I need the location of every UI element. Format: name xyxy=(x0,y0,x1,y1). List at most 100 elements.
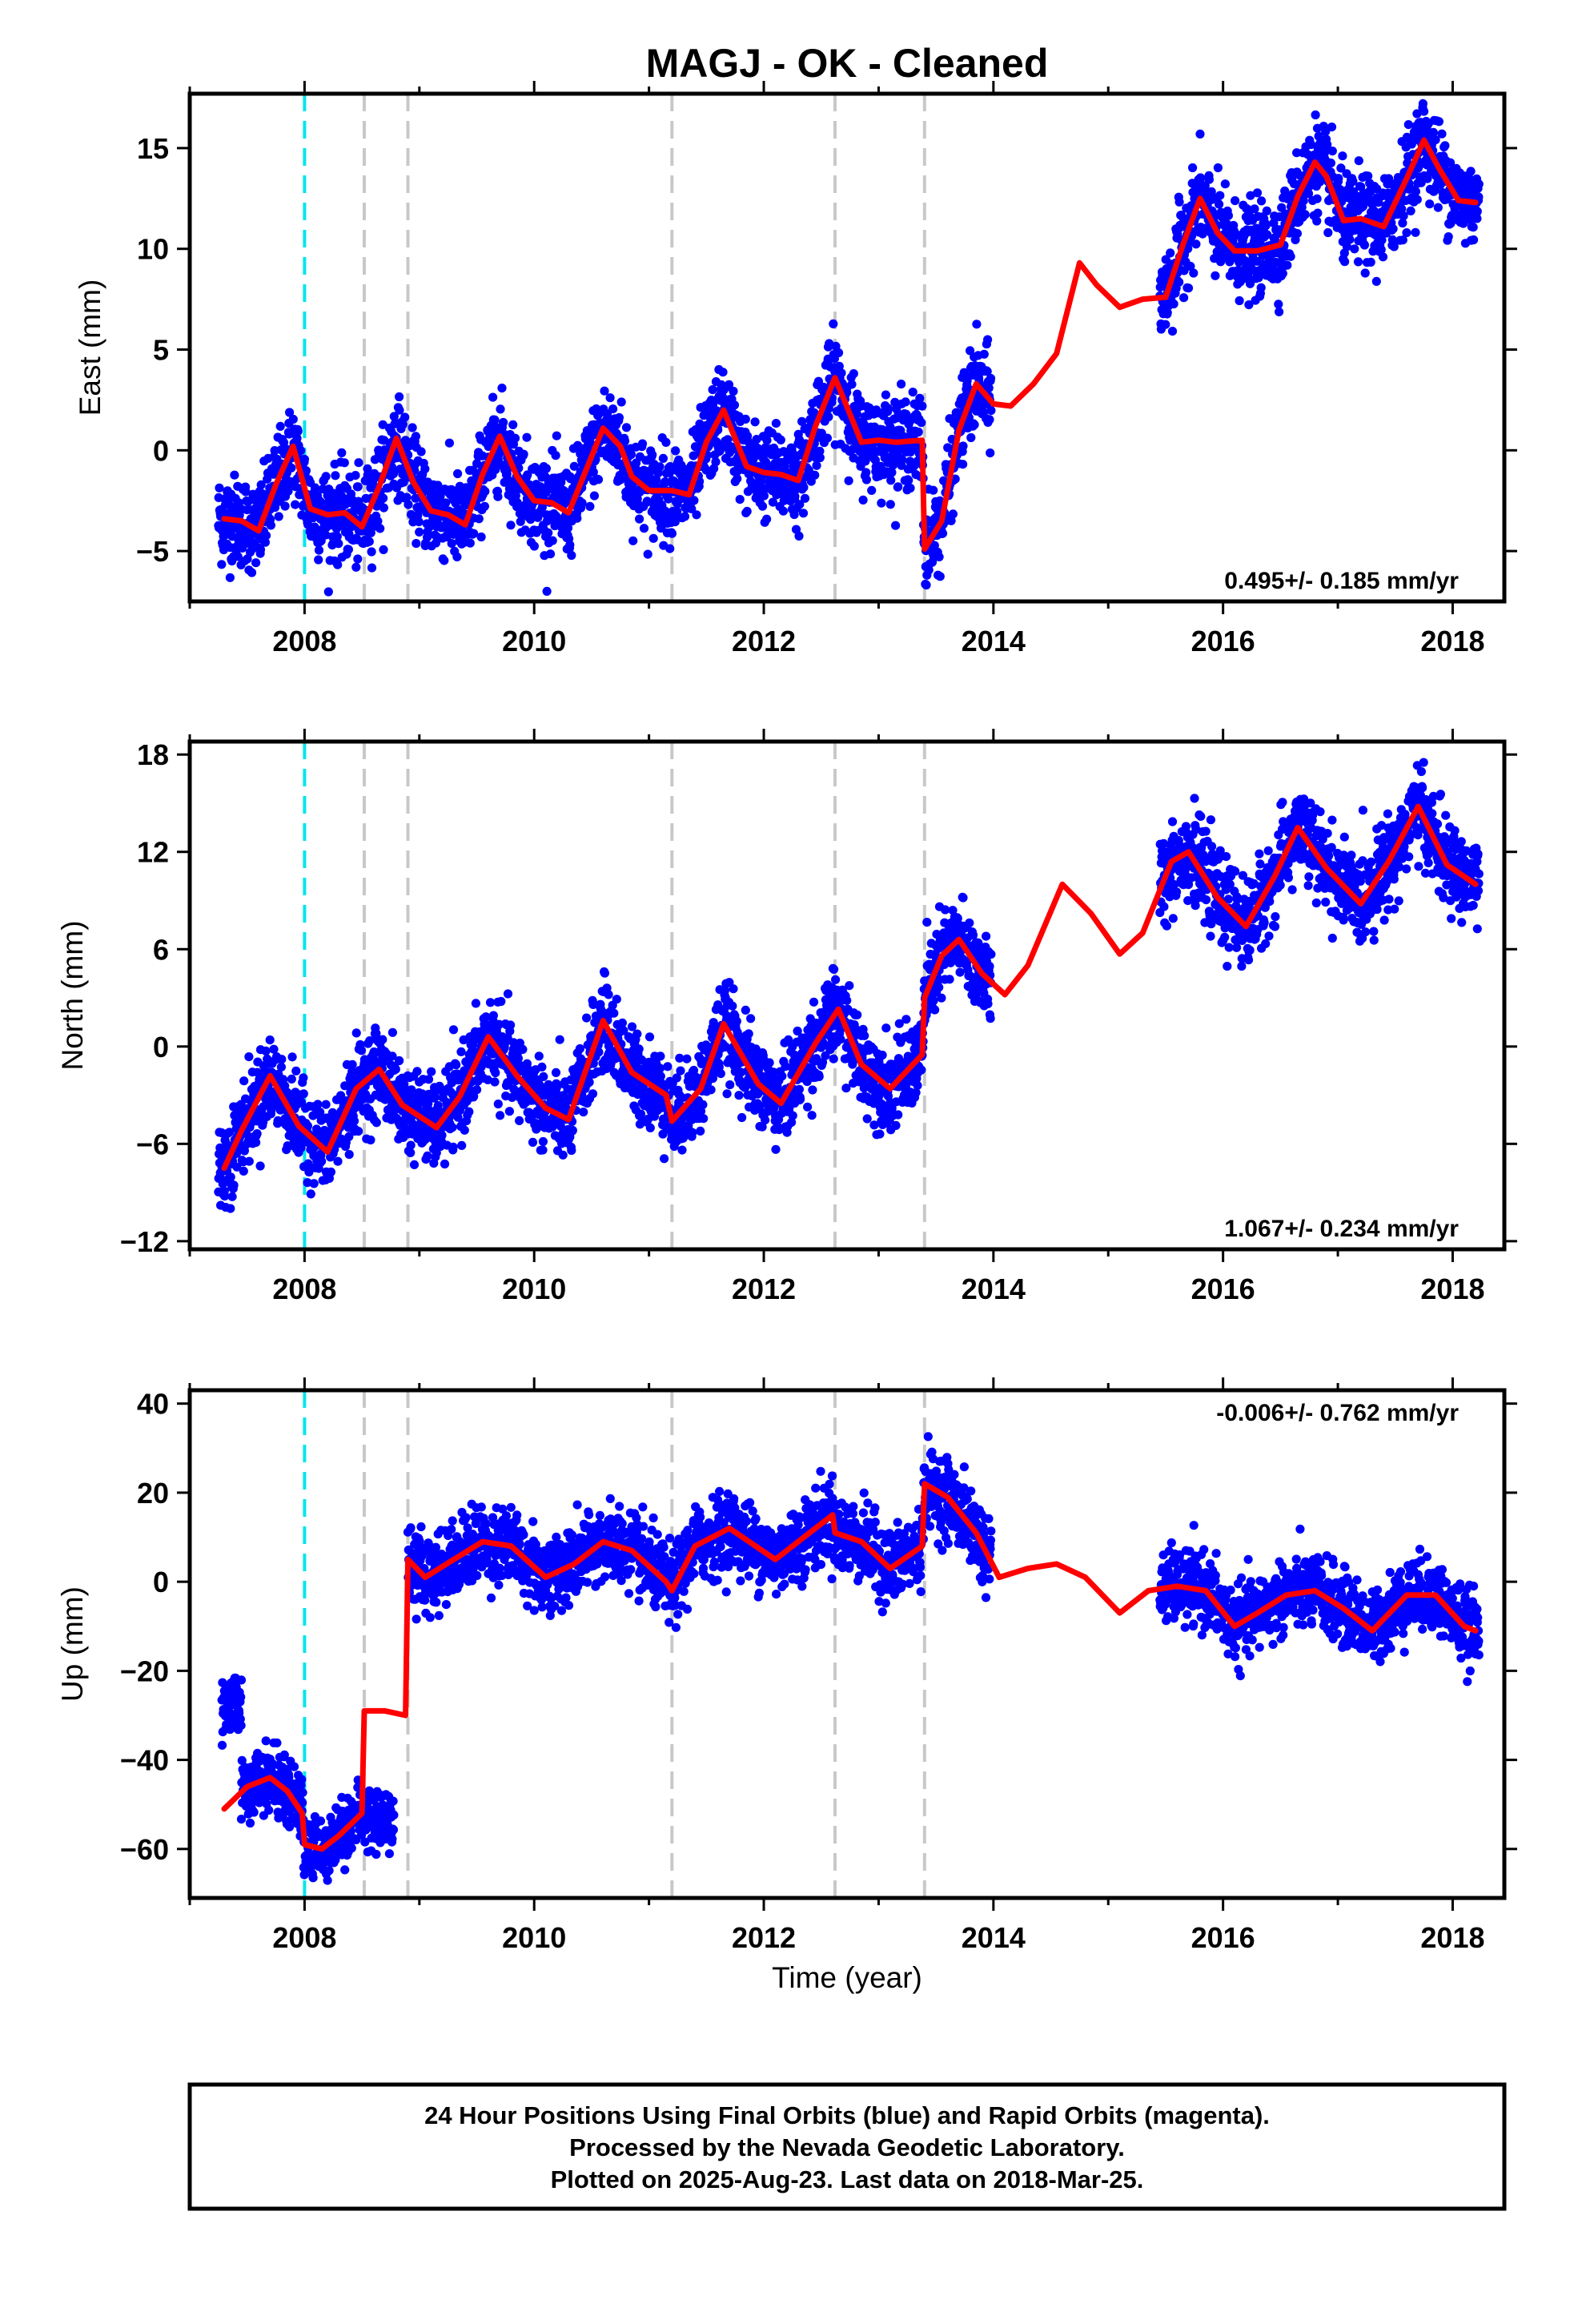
data-point xyxy=(317,1156,327,1166)
data-point xyxy=(310,483,319,493)
east-rate-label: 0.495+/- 0.185 mm/yr xyxy=(1224,568,1459,594)
data-point xyxy=(797,416,807,426)
data-point xyxy=(389,412,399,421)
data-point xyxy=(639,524,649,533)
data-point xyxy=(538,1145,548,1155)
data-point xyxy=(1440,141,1450,151)
data-point xyxy=(343,545,353,554)
data-point xyxy=(287,463,296,472)
data-point xyxy=(347,1059,357,1069)
data-point xyxy=(545,549,556,559)
data-point xyxy=(1213,163,1223,173)
data-point xyxy=(585,501,595,512)
data-point xyxy=(569,461,579,471)
data-point xyxy=(391,1064,400,1074)
data-point xyxy=(897,455,907,464)
data-point xyxy=(440,1159,450,1169)
data-point xyxy=(366,1135,375,1145)
data-point xyxy=(617,1018,628,1027)
data-point xyxy=(469,529,479,538)
data-point xyxy=(452,552,462,562)
data-point xyxy=(488,392,498,402)
data-point xyxy=(986,373,996,384)
data-point xyxy=(1195,129,1205,139)
data-point xyxy=(1235,296,1244,306)
data-point xyxy=(893,482,903,492)
data-point xyxy=(858,495,868,505)
data-point xyxy=(364,537,374,546)
data-point xyxy=(448,1025,459,1035)
x-tick-label: 2016 xyxy=(1191,625,1255,657)
data-point xyxy=(274,512,283,521)
data-point xyxy=(499,417,508,428)
y-tick-label: 5 xyxy=(153,334,169,367)
data-point xyxy=(395,392,404,402)
data-point xyxy=(1257,196,1267,206)
x-tick-label: 2014 xyxy=(962,625,1026,657)
data-point xyxy=(504,1107,515,1116)
data-point xyxy=(411,432,421,441)
data-point xyxy=(1188,163,1198,173)
data-point xyxy=(680,512,690,521)
data-point xyxy=(844,476,853,485)
data-point xyxy=(724,380,734,389)
data-point xyxy=(375,524,385,533)
data-point xyxy=(729,400,740,410)
data-point xyxy=(448,1142,458,1152)
data-point xyxy=(1437,129,1447,139)
data-point xyxy=(321,530,331,540)
data-point xyxy=(534,1051,544,1061)
data-point xyxy=(306,1189,315,1199)
data-point xyxy=(655,462,665,472)
data-point xyxy=(1340,257,1350,267)
data-point xyxy=(687,504,697,514)
data-point xyxy=(333,1156,343,1166)
data-point xyxy=(519,449,528,459)
data-point xyxy=(609,1008,619,1018)
data-point xyxy=(1189,268,1199,278)
data-point xyxy=(1215,199,1224,209)
data-point xyxy=(985,415,994,424)
data-point xyxy=(1278,268,1287,279)
data-point xyxy=(408,423,417,432)
data-point xyxy=(881,390,890,400)
data-point xyxy=(582,1013,592,1023)
data-point xyxy=(1275,307,1284,316)
data-point xyxy=(885,500,895,509)
data-point xyxy=(904,476,913,485)
data-point xyxy=(285,408,295,417)
data-point xyxy=(317,498,327,508)
data-point xyxy=(529,541,540,551)
data-point xyxy=(897,380,906,389)
data-point xyxy=(1378,252,1388,262)
data-point xyxy=(1403,120,1413,130)
data-point xyxy=(424,1075,434,1084)
data-point xyxy=(1425,199,1435,209)
data-point xyxy=(314,545,324,555)
data-point xyxy=(577,498,587,508)
data-point xyxy=(673,507,682,517)
data-point xyxy=(252,1129,262,1139)
data-point xyxy=(261,531,271,541)
data-point xyxy=(829,319,838,328)
data-point xyxy=(567,1145,576,1156)
data-point xyxy=(711,457,721,467)
data-point xyxy=(412,539,421,549)
data-point xyxy=(351,562,361,572)
data-point xyxy=(667,529,677,538)
data-point xyxy=(935,572,945,581)
data-point xyxy=(579,1108,588,1117)
data-point xyxy=(608,404,618,414)
data-point xyxy=(972,320,982,329)
data-point xyxy=(891,521,901,530)
data-point xyxy=(572,513,582,523)
data-point xyxy=(908,388,917,397)
data-point xyxy=(1468,223,1478,232)
data-point xyxy=(986,405,996,416)
data-point xyxy=(834,361,844,371)
data-point xyxy=(321,472,331,481)
data-point xyxy=(632,1029,642,1039)
data-point xyxy=(261,1046,271,1055)
data-point xyxy=(867,485,877,496)
